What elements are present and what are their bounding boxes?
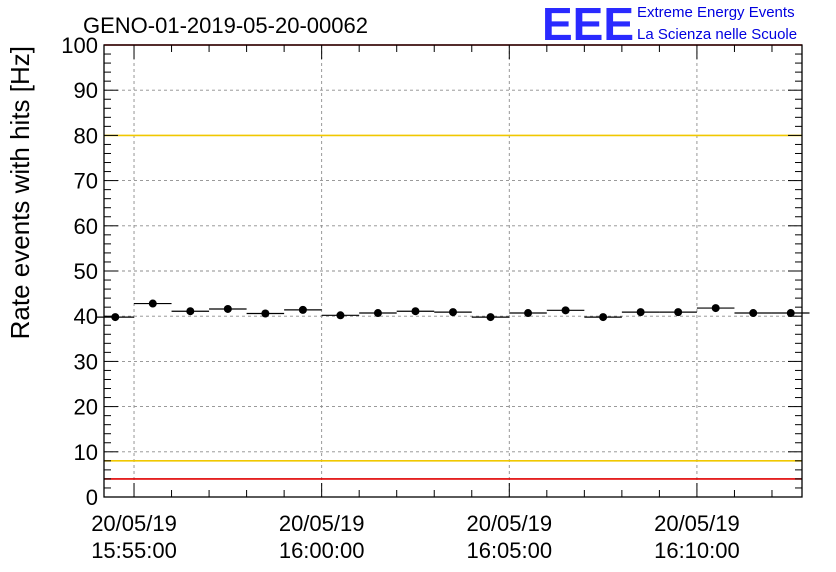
data-point [336, 311, 345, 320]
y-tick-label: 50 [74, 259, 98, 284]
grid [104, 45, 802, 497]
y-tick-label: 60 [74, 214, 98, 239]
x-tick-time-label: 16:00:00 [279, 538, 365, 563]
chart-title: GENO-01-2019-05-20-00062 [83, 13, 368, 38]
x-tick-date-label: 20/05/19 [466, 511, 552, 536]
x-tick-time-label: 16:05:00 [466, 538, 552, 563]
data-point [373, 309, 382, 318]
x-tick-date-label: 20/05/19 [279, 511, 365, 536]
logo-mark: EEE [542, 0, 634, 50]
y-tick-label: 90 [74, 78, 98, 103]
data-point [524, 309, 533, 318]
y-tick-label: 20 [74, 395, 98, 420]
y-tick-label: 30 [74, 349, 98, 374]
logo-line-1: Extreme Energy Events [637, 4, 795, 21]
data-point [186, 307, 195, 316]
data-point [223, 304, 232, 313]
tick-labels: 010203040506070809010020/05/1915:55:0020… [61, 33, 739, 563]
data-point [411, 307, 420, 316]
y-tick-label: 10 [74, 440, 98, 465]
y-tick-label: 100 [61, 33, 98, 58]
data-point [111, 313, 120, 322]
y-tick-label: 0 [86, 485, 98, 510]
data-point [298, 305, 307, 314]
data-point [599, 313, 608, 322]
data-point [749, 309, 758, 318]
data-series [96, 299, 810, 322]
data-point [636, 308, 645, 317]
x-tick-date-label: 20/05/19 [91, 511, 177, 536]
logo-line-2: La Scienza nelle Scuole [637, 26, 797, 43]
data-point [786, 309, 795, 318]
axis-ticks [104, 44, 802, 498]
eee-logo: EEE Extreme Energy Events La Scienza nel… [542, 0, 797, 50]
data-point [711, 304, 720, 313]
plot-frame [103, 44, 803, 498]
x-tick-time-label: 16:10:00 [654, 538, 740, 563]
y-tick-label: 70 [74, 169, 98, 194]
y-tick-label: 80 [74, 123, 98, 148]
y-axis-title: Rate events with hits [Hz] [5, 46, 35, 339]
data-point [261, 309, 270, 318]
data-point [561, 306, 570, 315]
x-tick-time-label: 15:55:00 [91, 538, 177, 563]
x-tick-date-label: 20/05/19 [654, 511, 740, 536]
data-point [449, 308, 457, 317]
data-point [148, 299, 157, 308]
data-point [486, 313, 495, 322]
data-point [674, 308, 683, 317]
y-tick-label: 40 [74, 304, 98, 329]
